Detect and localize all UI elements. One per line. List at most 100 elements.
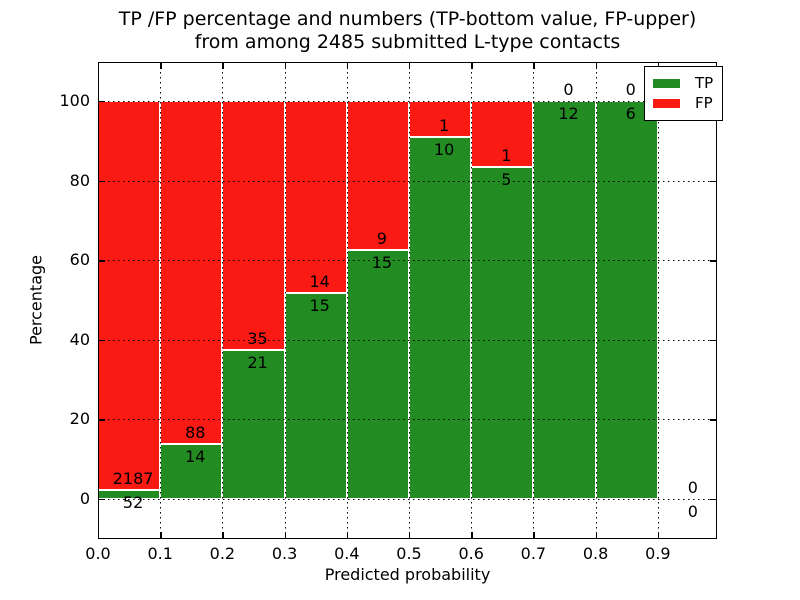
y-tick-label: 0 — [79, 489, 90, 508]
bar-count-label-fp: 9 — [376, 229, 387, 249]
y-tick-right — [710, 339, 717, 342]
chart-title-line1: TP /FP percentage and numbers (TP-bottom… — [118, 8, 697, 30]
bar-count-label-tp: 0 — [687, 502, 698, 521]
bar-segment-tp — [160, 444, 223, 499]
y-tick-left — [98, 260, 105, 262]
legend-label-fp: FP — [695, 94, 713, 112]
gridline-horizontal — [98, 339, 717, 341]
x-tick-top — [98, 62, 100, 69]
bar-count-label-fp: 35 — [247, 328, 268, 348]
gridline-vertical — [409, 62, 410, 539]
y-tick-right — [710, 419, 717, 421]
legend-swatch-fp-icon — [653, 99, 680, 108]
gridline-vertical — [595, 62, 597, 539]
y-tick-label: 100 — [59, 91, 90, 110]
gridline-vertical — [284, 62, 286, 539]
chart-title-line2: from among 2485 submitted L-type contact… — [194, 31, 621, 53]
y-tick-left — [98, 339, 105, 342]
x-tick-top — [222, 62, 224, 69]
x-tick-label: 0.5 — [396, 544, 422, 563]
legend: TP FP — [644, 66, 724, 121]
y-tick-right — [710, 260, 717, 262]
gridline-vertical — [533, 62, 535, 539]
y-tick-right — [710, 180, 717, 182]
x-tick-label: 0.9 — [645, 544, 671, 563]
gridline-horizontal — [98, 101, 717, 102]
x-tick-bottom — [533, 532, 535, 539]
gridline-vertical — [346, 62, 348, 539]
gridline-horizontal — [98, 260, 717, 262]
bar-count-label-tp: 12 — [558, 104, 579, 123]
x-tick-top — [346, 62, 349, 69]
x-tick-bottom — [284, 532, 286, 539]
x-tick-label: 0.1 — [147, 544, 173, 563]
bar-count-label-fp: 2187 — [112, 468, 154, 488]
x-tick-label: 0.7 — [520, 544, 547, 563]
y-tick-label: 20 — [69, 409, 90, 429]
bar-count-label-fp: 1 — [501, 146, 512, 166]
x-tick-top — [471, 62, 473, 69]
bar-count-label-fp: 0 — [625, 80, 636, 99]
x-tick-top — [595, 62, 597, 69]
x-tick-label: 0.3 — [271, 544, 298, 563]
legend-swatch-tp-icon — [653, 79, 680, 88]
bar-count-label-fp: 88 — [185, 423, 206, 443]
x-tick-top — [284, 62, 286, 69]
x-tick-bottom — [657, 532, 660, 539]
bar-count-label-fp: 0 — [563, 80, 574, 99]
bar-segment-tp — [284, 293, 347, 499]
x-tick-bottom — [595, 532, 597, 539]
x-tick-bottom — [98, 532, 100, 539]
bar-segment-fp — [98, 101, 161, 490]
bar-count-label-tp: 10 — [433, 140, 455, 160]
y-tick-label: 40 — [69, 329, 90, 349]
x-tick-label: 0.4 — [334, 544, 360, 563]
y-tick-label: 80 — [69, 170, 90, 190]
x-tick-bottom — [160, 532, 162, 539]
bar-count-label-tp: 15 — [309, 296, 330, 316]
y-tick-left — [98, 180, 105, 182]
y-tick-left — [98, 101, 105, 103]
gridline-vertical — [160, 62, 162, 539]
y-tick-left — [98, 499, 105, 501]
bar-segment-tp — [409, 137, 472, 499]
x-tick-top — [409, 62, 411, 69]
bar-count-label-tp: 21 — [247, 352, 268, 372]
y-tick-right — [710, 499, 717, 501]
bar-count-label-fp: 1 — [439, 116, 450, 136]
bar-count-label-tp: 15 — [371, 253, 393, 273]
legend-label-tp: TP — [695, 74, 714, 92]
plot-area: TP FP 2187 52 88 14 35 21 14 15 9 15 1 10 1 5 0 12 0 6 0 0 — [98, 62, 724, 539]
x-tick-top — [160, 62, 162, 69]
bar-count-label-fp: 0 — [687, 478, 698, 497]
x-tick-label: 0.2 — [209, 544, 236, 563]
x-tick-bottom — [346, 532, 349, 539]
gridline-vertical — [657, 62, 659, 539]
y-tick-left — [98, 419, 105, 421]
y-tick-label: 60 — [69, 250, 90, 270]
legend-item-tp: TP — [653, 75, 713, 92]
bar-count-label-tp: 5 — [501, 170, 512, 190]
x-tick-top — [657, 62, 660, 69]
bar-segment-fp — [160, 101, 223, 445]
x-tick-label: 0.6 — [458, 544, 484, 563]
legend-item-fp: FP — [653, 95, 713, 112]
bar-segment-tp — [222, 349, 285, 499]
gridline-vertical — [471, 62, 473, 539]
x-tick-top — [533, 62, 535, 69]
x-tick-label: 0.8 — [582, 544, 609, 563]
bar-count-label-tp: 6 — [625, 104, 636, 123]
bar-count-label-fp: 14 — [309, 272, 330, 292]
gridline-horizontal — [98, 180, 717, 182]
gridline-horizontal — [98, 499, 717, 500]
bar-count-label-tp: 52 — [122, 492, 144, 512]
bar-count-label-tp: 14 — [185, 447, 206, 467]
x-tick-label: 0.0 — [85, 544, 111, 563]
x-tick-bottom — [409, 532, 411, 539]
x-tick-bottom — [222, 532, 224, 539]
x-axis-label: Predicted probability — [324, 565, 491, 584]
chart-title: TP /FP percentage and numbers (TP-bottom… — [98, 8, 717, 54]
gridline-horizontal — [98, 419, 717, 421]
bar-segment-tp — [471, 167, 534, 499]
